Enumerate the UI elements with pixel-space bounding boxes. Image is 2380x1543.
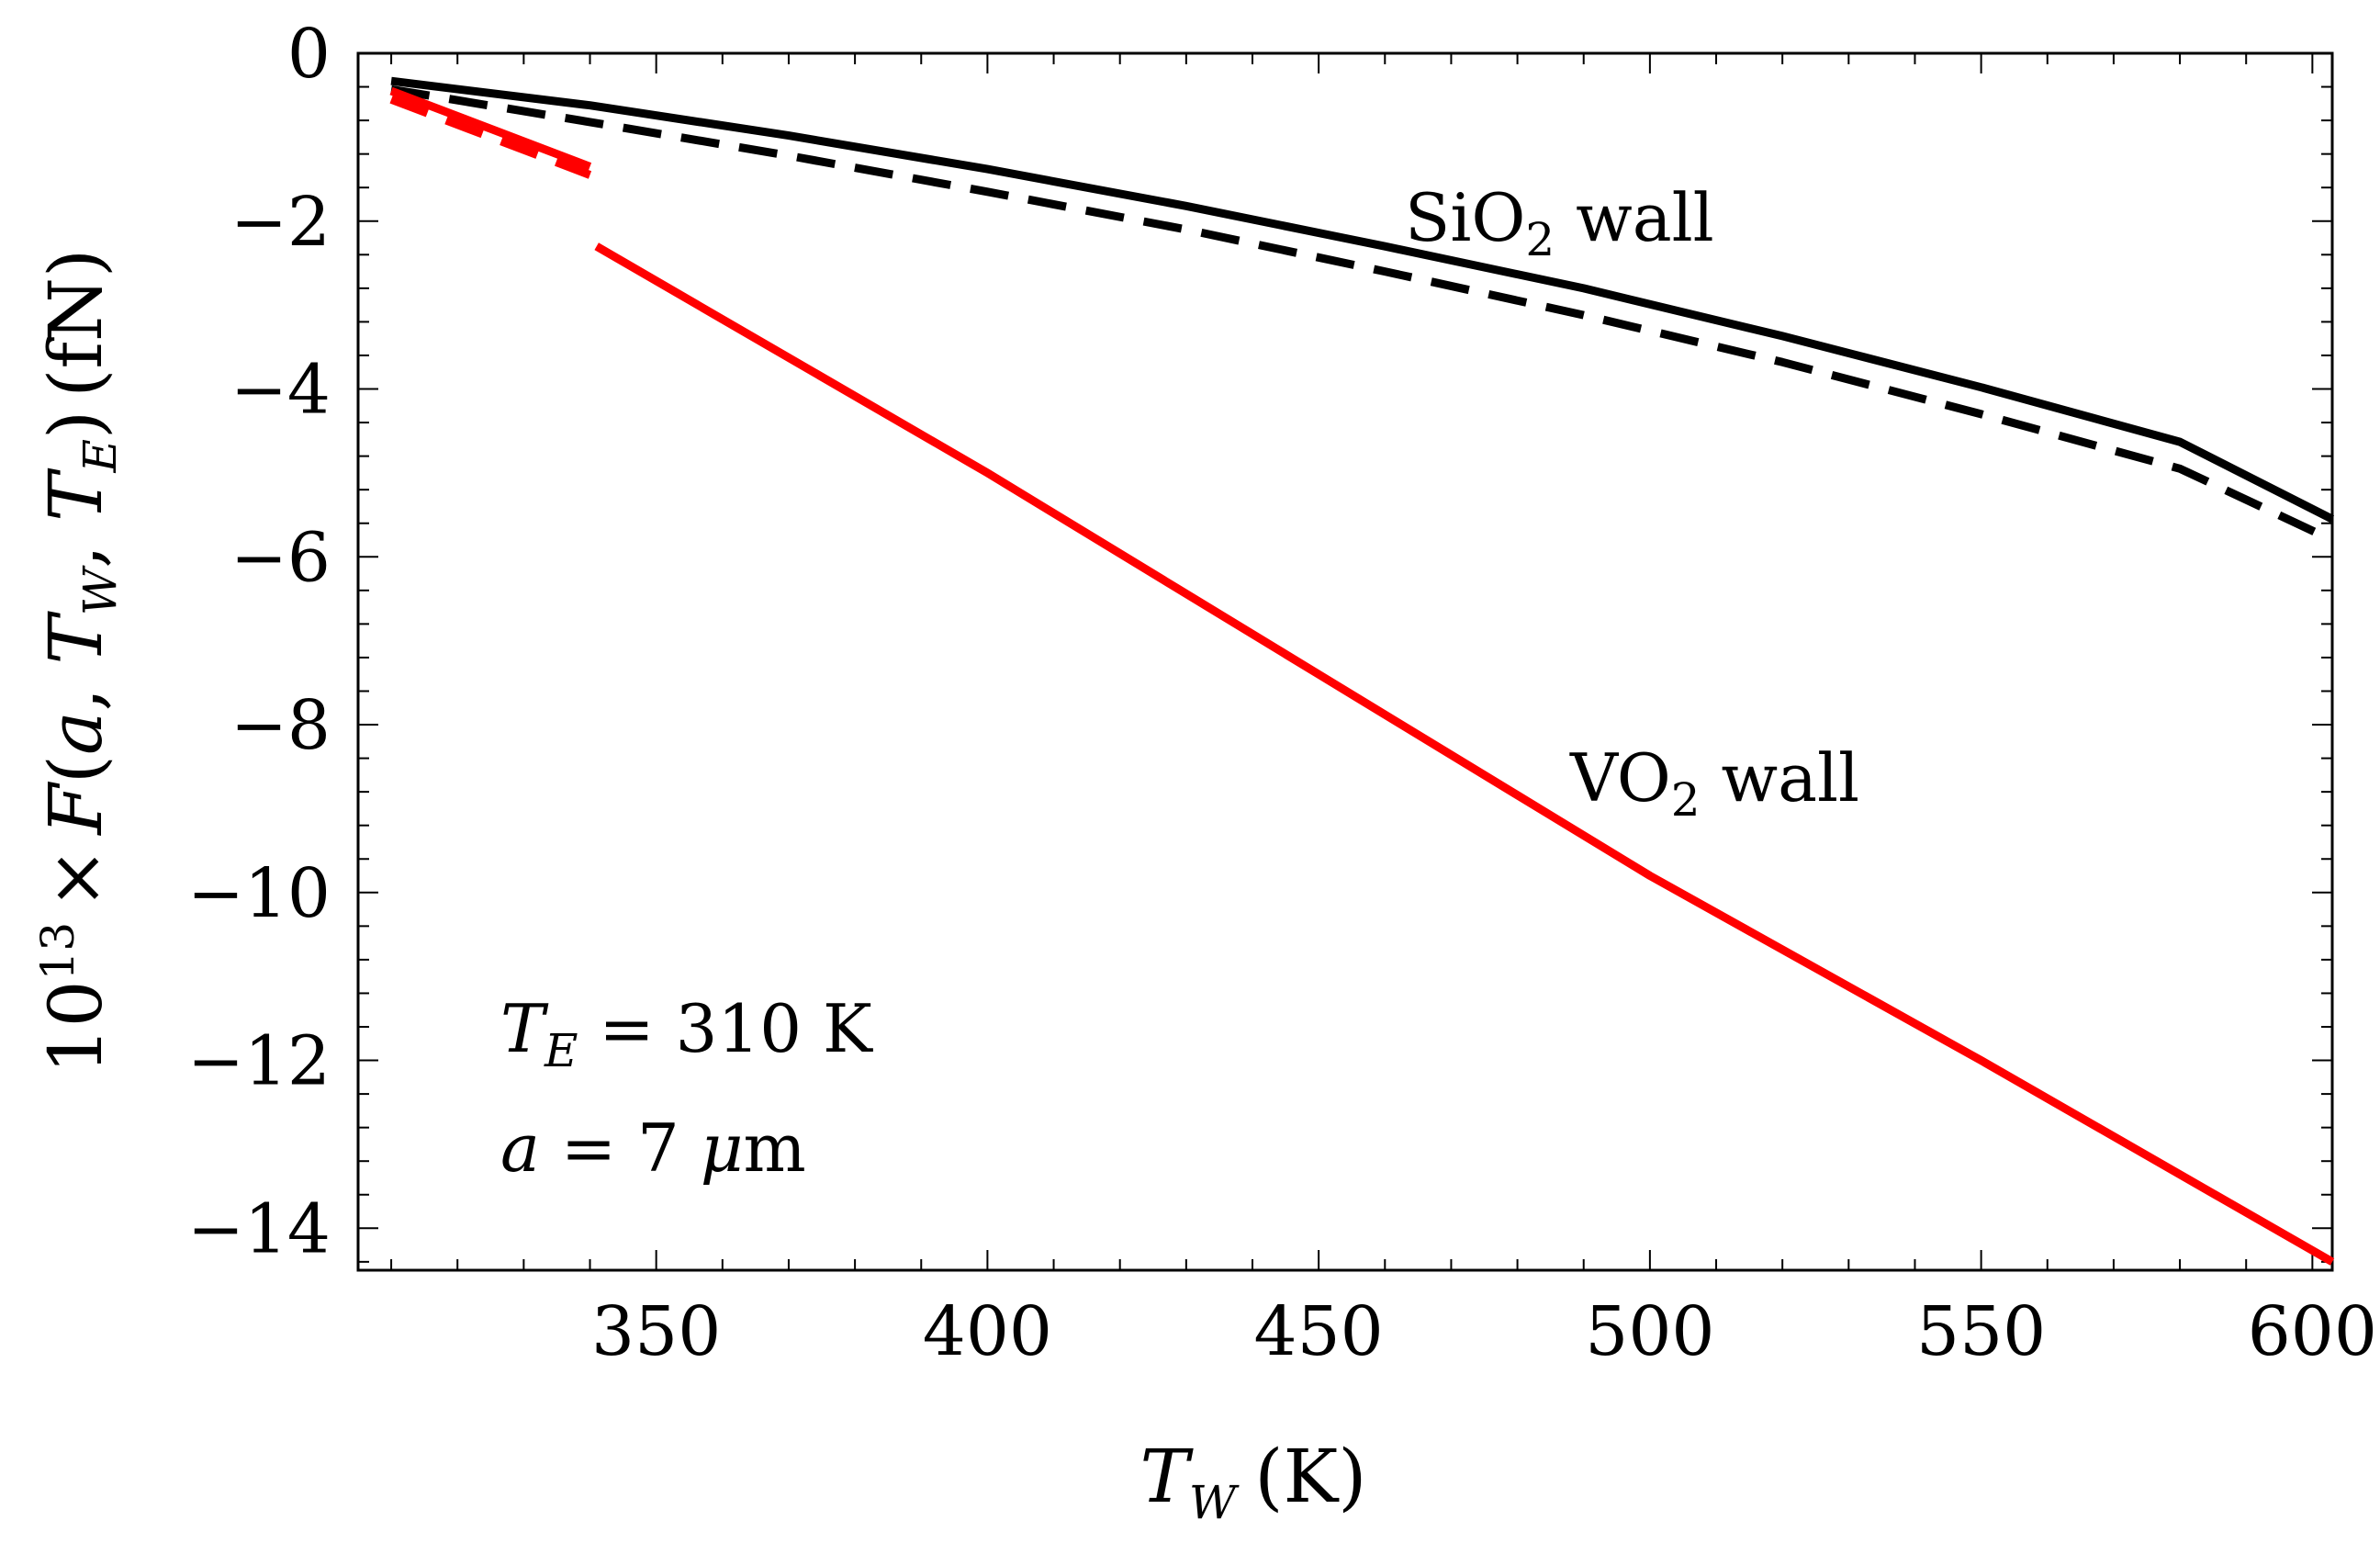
series-line-vo2-wall-solid-high-t: [594, 242, 2335, 1266]
data-series: [389, 76, 2335, 1266]
series-line-sio2-wall-solid: [390, 76, 2335, 524]
y-tick-label: −14: [187, 1189, 331, 1268]
y-tick-label: −4: [230, 351, 331, 430]
x-tick-label: 350: [591, 1292, 721, 1371]
x-tick-label: 400: [923, 1292, 1052, 1371]
x-tick-label: 500: [1585, 1292, 1714, 1371]
x-axis-label: TW (K): [1140, 1434, 1367, 1529]
y-tick-label: −8: [230, 686, 331, 765]
y-tick-label: −12: [187, 1022, 331, 1101]
x-tick-label: 550: [1916, 1292, 2046, 1371]
x-tick-label: 600: [2248, 1292, 2377, 1371]
series-line-sio2-wall-dashed: [390, 84, 2334, 545]
te-annotation: TE = 310 K: [500, 990, 873, 1077]
vo2-wall-label: VO2 wall: [1569, 739, 1859, 827]
y-axis-label: 1013×F(a, TW, TE)(fN): [31, 249, 127, 1074]
a-annotation: a = 7 μm: [500, 1109, 806, 1187]
series-line-vo2-wall-solid-low-t: [389, 86, 592, 171]
y-tick-label: −10: [187, 854, 331, 933]
y-tick-label: −6: [230, 518, 331, 597]
series-line-vo2-wall-dashed-low-t: [389, 96, 592, 179]
axis-tick-labels: 350 400 450 500 550 600 0 −2 −4 −6 −8 −10 −12 −14: [187, 15, 2377, 1371]
y-tick-label: 0: [287, 15, 331, 94]
x-tick-label: 450: [1254, 1292, 1384, 1371]
plot-frame: [356, 51, 2334, 1272]
sio2-wall-label: SiO2 wall: [1405, 179, 1714, 266]
y-tick-label: −2: [230, 183, 331, 262]
